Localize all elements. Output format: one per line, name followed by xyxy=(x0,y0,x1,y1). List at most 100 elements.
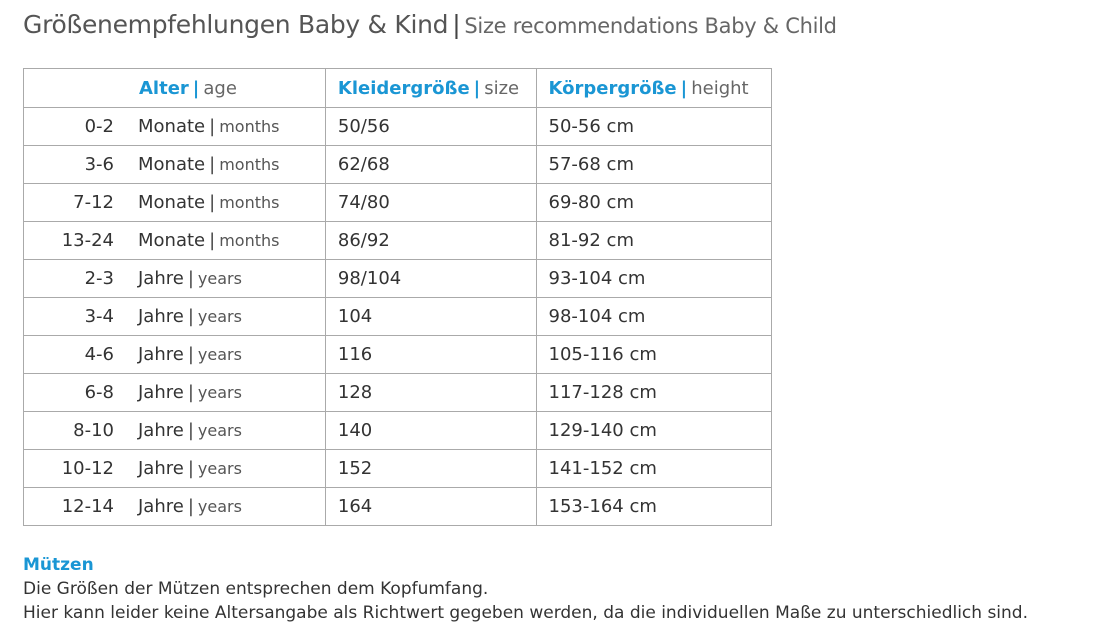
age-unit-de: Jahre xyxy=(138,496,184,517)
age-unit-de: Jahre xyxy=(138,306,184,327)
age-unit-en: months xyxy=(219,231,280,250)
age-range: 12-14 xyxy=(61,496,114,517)
size-cell: 74/80 xyxy=(324,183,537,222)
age-range: 2-3 xyxy=(84,268,114,289)
height-cell: 81-92 cm xyxy=(535,221,773,260)
age-range: 13-24 xyxy=(61,230,114,251)
size: 164 xyxy=(337,496,373,517)
separator: | xyxy=(452,10,461,39)
height: 141-152 cm xyxy=(548,458,657,479)
height: 129-140 cm xyxy=(548,420,657,441)
size: 50/56 xyxy=(337,116,390,137)
table-row: 12-14 Jahre | years 164 153-164 cm xyxy=(23,487,773,526)
height-cell: 117-128 cm xyxy=(535,373,773,412)
size-cell: 104 xyxy=(324,297,537,336)
age-unit-en: years xyxy=(197,345,242,364)
age-cell: 2-3 Jahre | years xyxy=(23,259,326,298)
notes-heading: Mützen xyxy=(23,555,94,575)
table-row: 3-6 Monate | months 62/68 57-68 cm xyxy=(23,145,773,184)
separator: | xyxy=(209,192,216,213)
age-unit-de: Jahre xyxy=(138,268,184,289)
age-range: 0-2 xyxy=(84,116,114,137)
age-range: 3-6 xyxy=(84,154,114,175)
age-unit-en: years xyxy=(197,421,242,440)
size: 74/80 xyxy=(337,192,390,213)
height: 57-68 cm xyxy=(548,154,634,175)
size-cell: 164 xyxy=(324,487,537,526)
notes: Mützen Die Größen der Mützen entsprechen… xyxy=(23,553,1028,625)
age-range: 4-6 xyxy=(84,344,114,365)
separator: | xyxy=(187,268,194,289)
age-cell: 8-10 Jahre | years xyxy=(23,411,326,450)
size: 140 xyxy=(337,420,373,441)
height-cell: 50-56 cm xyxy=(535,107,773,146)
title: Größenempfehlungen Baby & Kind xyxy=(23,10,449,39)
separator: | xyxy=(187,458,194,479)
height: 69-80 cm xyxy=(548,192,634,213)
age-unit-en: months xyxy=(219,117,280,136)
separator: | xyxy=(209,116,216,137)
separator: | xyxy=(187,420,194,441)
size-cell: 140 xyxy=(324,411,537,450)
age-cell: 10-12 Jahre | years xyxy=(23,449,326,488)
size: 128 xyxy=(337,382,373,403)
header-content: Körpergröße | height xyxy=(537,78,749,99)
separator: | xyxy=(680,77,688,99)
age-unit-en: years xyxy=(197,383,242,402)
height-cell: 105-116 cm xyxy=(535,335,773,374)
age-unit-de: Jahre xyxy=(138,344,184,365)
separator: | xyxy=(187,344,194,365)
age-cell: 3-6 Monate | months xyxy=(23,145,326,184)
size-cell: 62/68 xyxy=(324,145,537,184)
header-cell: Kleidergröße | size xyxy=(324,68,537,108)
height-cell: 141-152 cm xyxy=(535,449,773,488)
age-cell: 6-8 Jahre | years xyxy=(23,373,326,412)
size-cell: 152 xyxy=(324,449,537,488)
size-table: Alter | age Kleidergröße | size Körpergröße | he… xyxy=(23,68,773,526)
age-unit-de: Jahre xyxy=(138,382,184,403)
header-de: Kleidergröße xyxy=(337,77,470,99)
height-cell: 153-164 cm xyxy=(535,487,773,526)
header-content: Kleidergröße | size xyxy=(326,78,519,99)
age-unit-en: years xyxy=(197,307,242,326)
notes-line: Die Größen der Mützen entsprechen dem Ko… xyxy=(23,579,489,599)
separator: | xyxy=(187,496,194,517)
size-cell: 128 xyxy=(324,373,537,412)
age-unit-en: years xyxy=(197,459,242,478)
height: 98-104 cm xyxy=(548,306,646,327)
size: 116 xyxy=(337,344,373,365)
table-row: 0-2 Monate | months 50/56 50-56 cm xyxy=(23,107,773,146)
table-row: 8-10 Jahre | years 140 129-140 cm xyxy=(23,411,773,450)
size: 86/92 xyxy=(337,230,390,251)
table-row: 13-24 Monate | months 86/92 81-92 cm xyxy=(23,221,773,260)
age-range: 8-10 xyxy=(73,420,114,441)
separator: | xyxy=(209,154,216,175)
age-unit-en: months xyxy=(219,155,280,174)
height-cell: 69-80 cm xyxy=(535,183,773,222)
header-cell: Körpergröße | height xyxy=(535,68,773,108)
height: 105-116 cm xyxy=(548,344,657,365)
separator: | xyxy=(209,230,216,251)
size-cell: 98/104 xyxy=(324,259,537,298)
height: 93-104 cm xyxy=(548,268,646,289)
size: 104 xyxy=(337,306,373,327)
age-unit-en: months xyxy=(219,193,280,212)
header-en: age xyxy=(203,77,237,99)
separator: | xyxy=(473,77,481,99)
height: 117-128 cm xyxy=(548,382,657,403)
age-unit-de: Jahre xyxy=(138,420,184,441)
table-row: 10-12 Jahre | years 152 141-152 cm xyxy=(23,449,773,488)
height-cell: 93-104 cm xyxy=(535,259,773,298)
header-en: size xyxy=(484,77,520,99)
age-cell: 13-24 Monate | months xyxy=(23,221,326,260)
age-cell: 3-4 Jahre | years xyxy=(23,297,326,336)
age-unit-de: Monate xyxy=(138,230,206,251)
age-unit-de: Monate xyxy=(138,154,206,175)
separator: | xyxy=(187,382,194,403)
separator: | xyxy=(192,77,200,99)
age-unit-en: years xyxy=(197,497,242,516)
age-range: 6-8 xyxy=(84,382,114,403)
height-cell: 98-104 cm xyxy=(535,297,773,336)
age-unit-en: years xyxy=(197,269,242,288)
